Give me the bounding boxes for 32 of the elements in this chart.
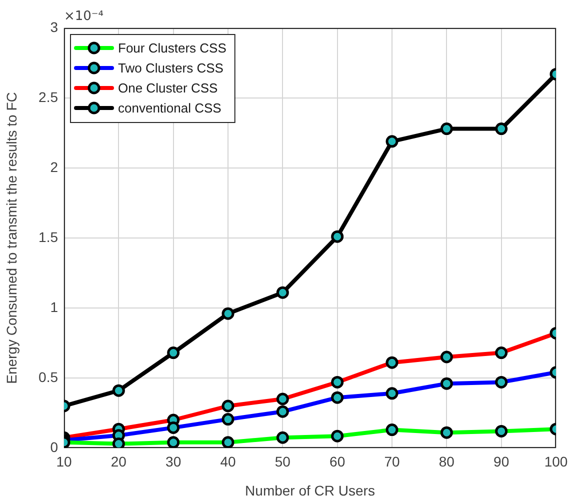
y-tick-label: 2.5	[38, 88, 58, 105]
point	[112, 384, 125, 397]
x-tick-label: 60	[330, 453, 346, 470]
point	[167, 346, 180, 360]
y-axis-title: Energy Consumed to transmit the results to FC	[3, 92, 20, 384]
y-tick-label: 1.5	[38, 228, 58, 245]
x-tick-label: 100	[544, 453, 568, 470]
legend-label: conventional CSS	[118, 100, 222, 116]
y-tick-label: 1	[50, 298, 58, 315]
point	[495, 122, 508, 136]
x-axis-title: Number of CR Users	[245, 482, 375, 498]
x-tick-label: 70	[384, 453, 400, 470]
y-tick-label: 0.5	[38, 368, 58, 385]
x-tick-label: 80	[438, 453, 455, 470]
legend-label: Four Clusters CSS	[118, 40, 227, 56]
x-tick-label: 40	[220, 453, 236, 470]
y-tick-label: 0	[50, 438, 58, 455]
x-tick-label: 90	[494, 453, 510, 470]
point	[331, 230, 344, 243]
x-tick-label: 20	[110, 453, 127, 470]
point	[222, 307, 234, 320]
y-tick-label: 2	[50, 158, 58, 175]
y-tick-label: 3	[50, 18, 58, 35]
x-tick-label: 10	[56, 453, 72, 470]
point	[276, 286, 289, 299]
x-tick-label: 30	[166, 453, 182, 470]
point	[440, 122, 453, 136]
text: ×10⁻⁴	[64, 9, 104, 24]
legend-label: Two Clusters CSS	[118, 60, 224, 76]
x-tick-label: 50	[274, 453, 291, 470]
legend-label: One Cluster CSS	[118, 80, 218, 96]
point	[386, 135, 398, 148]
